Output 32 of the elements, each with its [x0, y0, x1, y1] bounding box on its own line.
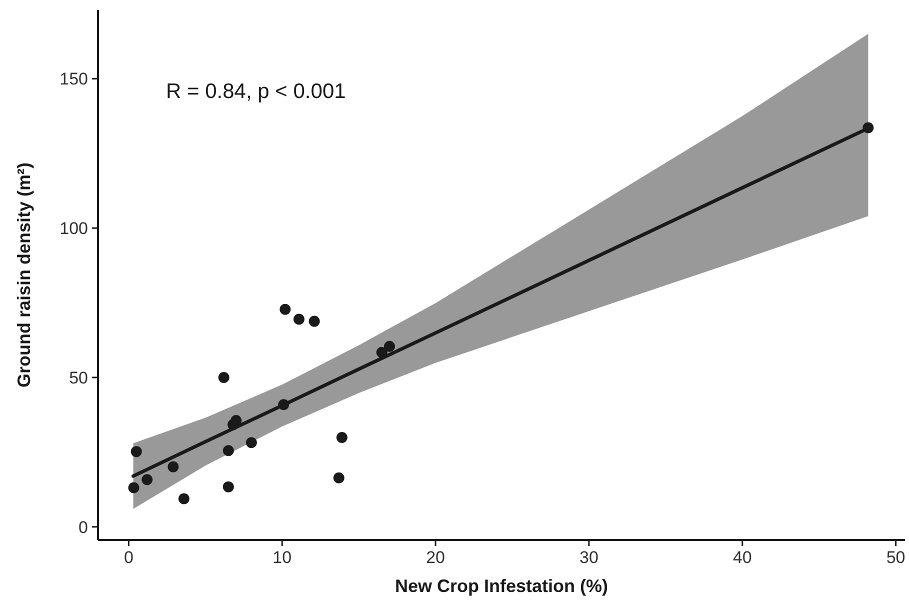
point: [278, 399, 290, 410]
y-tick-label: 100: [60, 219, 88, 238]
x-tick-label: 50: [886, 548, 906, 567]
y-tick-label: 150: [60, 70, 88, 89]
point: [130, 446, 142, 458]
y-tick-label: 0: [78, 518, 88, 537]
point: [178, 493, 190, 504]
point: [384, 340, 395, 352]
point: [246, 437, 257, 448]
point: [862, 122, 874, 134]
point: [308, 316, 320, 327]
x-tick-label: 30: [579, 548, 598, 567]
point: [128, 482, 140, 494]
point: [222, 481, 234, 492]
y-axis-title: Ground raisin density (m²): [14, 162, 34, 388]
y-tick-label: 50: [69, 368, 88, 388]
x-tick-label: 0: [124, 548, 134, 567]
point: [222, 445, 234, 456]
x-axis-title: New Crop Infestation (%): [394, 576, 608, 596]
point: [168, 461, 179, 472]
point: [218, 372, 230, 383]
point: [376, 346, 388, 358]
point: [142, 474, 153, 486]
annotation: R = 0.84, p < 0.001: [166, 80, 346, 103]
point: [333, 472, 344, 484]
x-tick-label: 20: [426, 548, 445, 567]
point: [336, 432, 348, 444]
x-tick-label: 10: [272, 548, 292, 567]
x-tick-label: 40: [732, 548, 752, 567]
point: [230, 414, 242, 426]
point: [293, 314, 304, 325]
point: [280, 304, 291, 315]
